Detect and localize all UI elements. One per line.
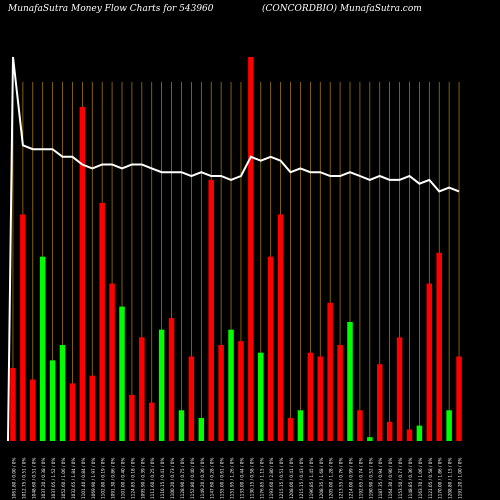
x-tick-label: 1052.60 / 1.06 / 0% xyxy=(61,458,66,499)
money-flow-bar xyxy=(39,256,46,441)
x-tick-label: 1124.85 / 0.18 / 0% xyxy=(130,458,135,499)
money-flow-bar xyxy=(69,383,76,441)
x-tick-label: 1032.65 / 1.84 / 0% xyxy=(71,458,76,499)
x-tick-label: 1110.15 / 0.41 / 0% xyxy=(160,458,165,499)
money-flow-bar xyxy=(129,394,135,441)
money-flow-bar xyxy=(277,214,284,441)
x-tick-label: 1147.60 / 0.28 / 0% xyxy=(210,458,215,499)
x-tick-label: 1213.55 / 0.76 / 0% xyxy=(339,458,344,499)
x-tick-label: 1208.00 / 0.41 / 0% xyxy=(289,458,294,499)
x-tick-label: 1208.35 / 1.68 / 0% xyxy=(319,458,324,499)
x-tick-label: 1128.90 / 0.75 / 0% xyxy=(180,458,185,499)
x-tick-label: 1164.30 / 0.90 / 0% xyxy=(388,458,393,499)
money-flow-bar xyxy=(148,402,155,441)
x-tick-label: 1133.00 / 0.44 / 0% xyxy=(239,458,244,499)
money-flow-bar xyxy=(99,202,105,441)
money-flow-bar xyxy=(376,364,383,441)
money-flow-bar xyxy=(367,437,373,441)
x-tick-label: 1215.15 / 0.51 / 0% xyxy=(279,458,284,499)
chart-title: MunafaSutra Money Flow Charts for 543960 xyxy=(8,4,214,14)
x-tick-label: 1176.85 / 1.15 / 0% xyxy=(259,458,264,499)
money-flow-bar xyxy=(317,356,324,441)
x-tick-label: 1100.20 / 0.73 / 0% xyxy=(170,458,175,499)
money-flow-bar xyxy=(386,421,393,441)
x-tick-label: 1152.80 / 0.40 / 0% xyxy=(190,458,195,499)
x-tick-label: 1196.85 / 1.45 / 0% xyxy=(309,458,314,499)
money-flow-bar xyxy=(168,318,175,441)
x-tick-label: 1091.30 / 0.86 / 0% xyxy=(111,458,116,499)
money-flow-bar xyxy=(30,379,36,441)
money-flow-bar xyxy=(119,306,125,441)
money-flow-bar xyxy=(59,345,66,441)
money-flow-bar xyxy=(446,410,452,441)
money-flow-bar xyxy=(406,429,413,441)
money-flow-bar xyxy=(49,360,56,441)
money-flow-bar xyxy=(238,341,244,441)
money-flow-bar xyxy=(158,329,165,441)
x-tick-label: 1190.90 / 0.52 / 0% xyxy=(368,458,373,499)
x-tick-label: 1101.40 / 0.84 / 0% xyxy=(81,458,86,499)
money-flow-bar xyxy=(436,252,442,441)
money-flow-bar xyxy=(347,321,353,441)
money-flow-bar xyxy=(89,375,96,441)
x-tick-label: 1037.20 / 0.38 / 0% xyxy=(41,458,46,499)
money-flow-bar xyxy=(79,106,86,442)
money-flow-bar xyxy=(10,368,16,441)
x-tick-label: 1012.75 / 0.51 / 0% xyxy=(21,458,26,499)
x-tick-label: 1069.90 / 1.97 / 0% xyxy=(91,458,96,499)
x-tick-label: 1102.80 / 0.19 / 0% xyxy=(101,458,106,499)
x-tick-label: 1153.50 / 0.77 / 0% xyxy=(398,458,403,499)
money-flow-bar xyxy=(426,283,433,441)
x-tick-label: 1095.90 / 0.39 / 0% xyxy=(140,458,145,499)
x-tick-label: 1187.35 / 0.94 / 0% xyxy=(378,458,383,499)
x-tick-label: 1191.20 / 1.00 / 0% xyxy=(458,458,463,499)
money-flow-bar xyxy=(456,356,462,441)
money-flow-bar xyxy=(357,410,363,441)
x-tick-label: 1205.00 / 1.28 / 0% xyxy=(329,458,334,499)
x-tick-label: 1061.80 / 0.00 / 0% xyxy=(11,458,16,499)
chart-subtitle: (CONCORDBIO) MunafaSutra.com xyxy=(262,4,422,14)
money-flow-bar xyxy=(20,214,26,441)
money-flow-bar xyxy=(327,302,333,441)
money-flow-bar xyxy=(307,352,314,441)
money-flow-bar xyxy=(267,256,274,441)
x-tick-label: 1163.70 / 1.06 / 0% xyxy=(418,458,423,499)
money-flow-bar xyxy=(248,57,254,441)
money-flow-bar xyxy=(297,410,304,441)
x-tick-label: 1214.00 / 0.99 / 0% xyxy=(349,458,354,499)
x-tick-label: 1111.60 / 0.25 / 0% xyxy=(150,458,155,499)
x-tick-label: 1121.05 / 0.58 / 0% xyxy=(428,458,433,499)
money-flow-bar xyxy=(188,356,195,441)
money-flow-bar xyxy=(228,329,234,441)
money-flow-bar xyxy=(198,417,205,441)
x-tick-label: 1151.95 / 1.26 / 0% xyxy=(230,458,235,499)
x-tick-label: 1192.65 / 0.74 / 0% xyxy=(358,458,363,499)
money-flow-bar xyxy=(178,410,185,441)
x-tick-label: 1048.60 / 0.51 / 0% xyxy=(31,458,36,499)
x-tick-label: 1149.20 / 0.36 / 0% xyxy=(200,458,205,499)
x-tick-label: 1130.15 / 0.58 / 0% xyxy=(249,458,254,499)
money-flow-bar xyxy=(139,337,145,441)
x-tick-label: 1215.15 / 0.43 / 0% xyxy=(299,458,304,499)
x-tick-label: 1101.00 / 0.40 / 0% xyxy=(121,458,126,499)
money-flow-bar xyxy=(258,352,264,441)
money-flow-bar xyxy=(109,283,115,441)
money-flow-bar xyxy=(287,417,294,441)
money-flow-bar xyxy=(337,345,343,441)
money-flow-bar xyxy=(396,337,403,441)
x-tick-label: 1193.60 / 2.80 / 0% xyxy=(269,458,274,499)
x-tick-label: 1155.00 / 0.61 / 0% xyxy=(220,458,225,499)
money-flow-bar xyxy=(416,425,423,441)
money-flow-line xyxy=(7,56,460,442)
x-tick-label: 1148.85 / 0.36 / 0% xyxy=(408,458,413,499)
x-tick-label: 1170.00 / 1.86 / 0% xyxy=(438,458,443,499)
x-tick-label: 1208.80 / 1.15 / 0% xyxy=(448,458,453,499)
money-flow-bar xyxy=(208,179,214,441)
x-tick-label: 1037.05 / 1.52 / 0% xyxy=(51,458,56,499)
money-flow-bar xyxy=(218,345,224,441)
